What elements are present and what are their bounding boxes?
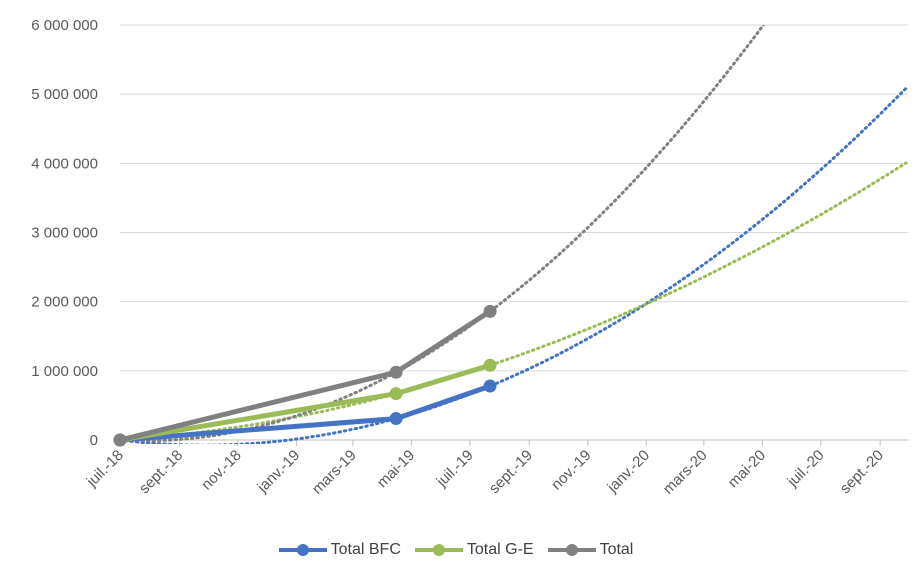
legend-swatch [278, 543, 327, 557]
x-tick-label: sept.-18 [136, 447, 186, 497]
trendline-total-g-e [120, 161, 908, 442]
data-point-total [389, 365, 403, 379]
x-tick-label: mars-20 [660, 447, 711, 498]
legend-item: Total BFC [278, 541, 401, 559]
legend-item: Total G-E [414, 541, 534, 559]
legend-swatch [547, 543, 596, 557]
x-tick-label: mai-20 [725, 447, 769, 491]
y-tick-label: 4 000 000 [31, 155, 98, 172]
trendline-total [120, 25, 766, 443]
legend: Total BFC Total G-E Total [0, 541, 912, 559]
series-lines [113, 304, 497, 447]
legend-item: Total [547, 541, 634, 559]
x-tick-label: janv.-19 [254, 447, 304, 497]
y-tick-label: 5 000 000 [31, 86, 98, 103]
y-tick-label: 1 000 000 [31, 363, 98, 380]
y-tick-label: 0 [90, 432, 98, 449]
x-tick-label: juil.-19 [433, 447, 477, 491]
data-point-total [483, 304, 497, 318]
x-tick-label: mars-19 [309, 447, 360, 498]
x-tick-label: mai-19 [374, 447, 418, 491]
x-tick-label: nov.-19 [548, 447, 595, 494]
trendline-total-bfc [120, 86, 908, 444]
data-point-total-bfc [483, 379, 497, 393]
y-tick-label: 3 000 000 [31, 225, 98, 242]
data-point-total-g-e [483, 358, 497, 372]
x-tick-label: janv.-20 [603, 447, 653, 497]
y-tick-label: 2 000 000 [31, 294, 98, 311]
legend-swatch [414, 543, 463, 557]
data-point-total-bfc [389, 412, 403, 426]
gridlines [120, 24, 908, 441]
x-axis: juil.-18 sept.-18 nov.-18 janv.-19 mars-19 ma… [83, 440, 887, 498]
x-tick-label: juil.-20 [784, 447, 828, 491]
x-tick-label: sept.-19 [486, 447, 536, 497]
legend-label: Total G-E [466, 541, 534, 558]
data-point-total-g-e [389, 387, 403, 401]
x-tick-label: juil.-18 [83, 447, 127, 491]
trendlines [120, 25, 908, 444]
data-point-total [113, 433, 127, 447]
y-tick-label: 6 000 000 [31, 17, 98, 34]
x-tick-label: nov.-18 [198, 447, 245, 494]
x-tick-label: sept.-20 [837, 447, 887, 497]
legend-label: Total BFC [330, 541, 401, 558]
series-line-total [117, 308, 493, 443]
legend-label: Total [599, 541, 634, 558]
y-axis-tick-labels: 0 1 000 000 2 000 000 3 000 000 4 000 000 5 0… [31, 17, 98, 449]
